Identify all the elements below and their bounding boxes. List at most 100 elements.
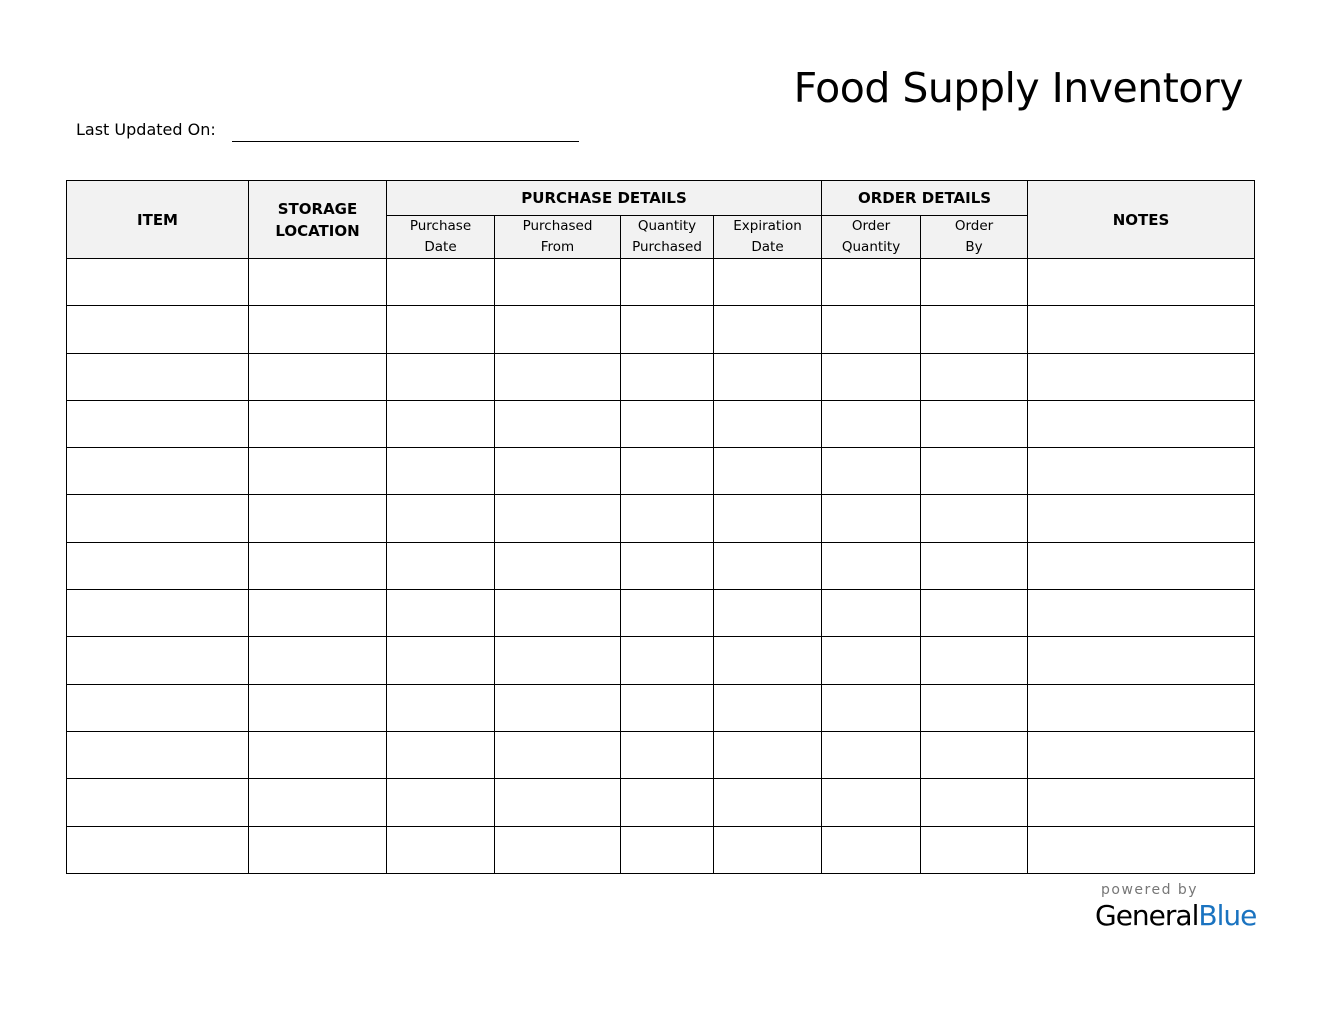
table-cell[interactable] xyxy=(620,541,714,591)
table-cell[interactable] xyxy=(1027,305,1256,354)
table-cell[interactable] xyxy=(620,683,714,732)
table-cell[interactable] xyxy=(620,636,714,685)
table-cell[interactable] xyxy=(248,305,387,354)
table-cell[interactable] xyxy=(1027,399,1256,449)
table-cell[interactable] xyxy=(920,730,1029,780)
table-cell[interactable] xyxy=(1027,683,1256,732)
table-cell[interactable] xyxy=(248,399,387,449)
table-cell[interactable] xyxy=(620,494,714,543)
table-cell[interactable] xyxy=(920,636,1029,685)
table-cell[interactable] xyxy=(821,589,922,638)
table-cell[interactable] xyxy=(386,730,495,780)
table-cell[interactable] xyxy=(1027,636,1256,685)
table-cell[interactable] xyxy=(248,541,387,591)
table-cell[interactable] xyxy=(821,447,922,496)
table-cell[interactable] xyxy=(386,778,495,827)
table-cell[interactable] xyxy=(712,305,823,354)
table-cell[interactable] xyxy=(248,683,387,732)
table-cell[interactable] xyxy=(248,447,387,496)
table-cell[interactable] xyxy=(920,683,1029,732)
table-cell[interactable] xyxy=(386,352,495,401)
table-cell[interactable] xyxy=(66,352,249,401)
table-cell[interactable] xyxy=(386,541,495,591)
table-cell[interactable] xyxy=(920,399,1029,449)
table-cell[interactable] xyxy=(66,589,249,638)
table-cell[interactable] xyxy=(386,305,495,354)
table-cell[interactable] xyxy=(712,683,823,732)
table-cell[interactable] xyxy=(248,352,387,401)
table-cell[interactable] xyxy=(1027,541,1256,591)
table-cell[interactable] xyxy=(66,447,249,496)
table-cell[interactable] xyxy=(821,730,922,780)
table-cell[interactable] xyxy=(620,305,714,354)
table-cell[interactable] xyxy=(1027,778,1256,827)
table-cell[interactable] xyxy=(712,730,823,780)
table-cell[interactable] xyxy=(620,352,714,401)
table-cell[interactable] xyxy=(66,494,249,543)
table-cell[interactable] xyxy=(920,305,1029,354)
table-cell[interactable] xyxy=(66,636,249,685)
table-cell[interactable] xyxy=(66,305,249,354)
table-cell[interactable] xyxy=(386,636,495,685)
table-cell[interactable] xyxy=(494,730,621,780)
table-cell[interactable] xyxy=(494,541,621,591)
table-cell[interactable] xyxy=(821,352,922,401)
table-cell[interactable] xyxy=(494,305,621,354)
table-cell[interactable] xyxy=(920,778,1029,827)
table-cell[interactable] xyxy=(66,730,249,780)
table-cell[interactable] xyxy=(821,399,922,449)
table-cell[interactable] xyxy=(248,589,387,638)
table-cell[interactable] xyxy=(66,778,249,827)
table-cell[interactable] xyxy=(248,636,387,685)
table-cell[interactable] xyxy=(620,730,714,780)
table-cell[interactable] xyxy=(620,257,714,307)
table-cell[interactable] xyxy=(494,352,621,401)
table-cell[interactable] xyxy=(821,257,922,307)
table-cell[interactable] xyxy=(821,825,922,874)
table-cell[interactable] xyxy=(248,778,387,827)
table-cell[interactable] xyxy=(620,778,714,827)
table-cell[interactable] xyxy=(386,825,495,874)
table-cell[interactable] xyxy=(248,730,387,780)
table-cell[interactable] xyxy=(494,683,621,732)
table-cell[interactable] xyxy=(620,399,714,449)
table-cell[interactable] xyxy=(494,257,621,307)
table-cell[interactable] xyxy=(494,825,621,874)
table-cell[interactable] xyxy=(712,447,823,496)
table-cell[interactable] xyxy=(66,683,249,732)
table-cell[interactable] xyxy=(386,494,495,543)
table-cell[interactable] xyxy=(66,257,249,307)
table-cell[interactable] xyxy=(712,352,823,401)
table-cell[interactable] xyxy=(494,447,621,496)
table-cell[interactable] xyxy=(248,257,387,307)
table-cell[interactable] xyxy=(920,825,1029,874)
table-cell[interactable] xyxy=(1027,447,1256,496)
table-cell[interactable] xyxy=(1027,352,1256,401)
table-cell[interactable] xyxy=(920,447,1029,496)
table-cell[interactable] xyxy=(386,447,495,496)
table-cell[interactable] xyxy=(620,825,714,874)
table-cell[interactable] xyxy=(920,494,1029,543)
table-cell[interactable] xyxy=(66,825,249,874)
table-cell[interactable] xyxy=(494,399,621,449)
table-cell[interactable] xyxy=(821,778,922,827)
table-cell[interactable] xyxy=(821,683,922,732)
table-cell[interactable] xyxy=(712,541,823,591)
table-cell[interactable] xyxy=(66,399,249,449)
table-cell[interactable] xyxy=(712,257,823,307)
table-cell[interactable] xyxy=(494,636,621,685)
table-cell[interactable] xyxy=(1027,589,1256,638)
table-cell[interactable] xyxy=(920,257,1029,307)
table-cell[interactable] xyxy=(248,825,387,874)
table-cell[interactable] xyxy=(920,589,1029,638)
table-cell[interactable] xyxy=(712,589,823,638)
table-cell[interactable] xyxy=(712,494,823,543)
table-cell[interactable] xyxy=(920,541,1029,591)
table-cell[interactable] xyxy=(494,589,621,638)
table-cell[interactable] xyxy=(821,494,922,543)
table-cell[interactable] xyxy=(386,399,495,449)
last-updated-field[interactable] xyxy=(232,141,579,142)
table-cell[interactable] xyxy=(386,683,495,732)
table-cell[interactable] xyxy=(248,494,387,543)
table-cell[interactable] xyxy=(1027,257,1256,307)
